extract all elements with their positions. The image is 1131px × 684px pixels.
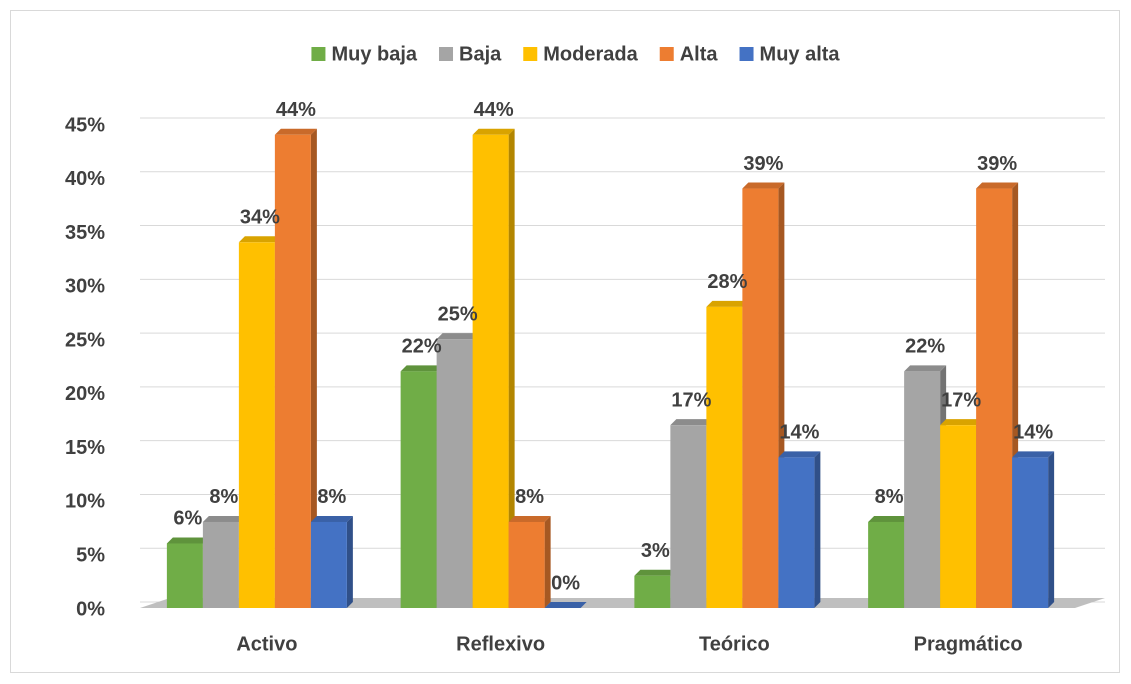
legend-label: Moderada bbox=[543, 43, 638, 65]
bar bbox=[904, 371, 941, 608]
bar bbox=[508, 521, 545, 608]
y-tick-label: 15% bbox=[65, 437, 105, 459]
data-label: 34% bbox=[240, 207, 280, 229]
bar-top bbox=[544, 602, 587, 608]
floor bbox=[140, 598, 1105, 608]
x-tick-label: Teórico bbox=[699, 633, 770, 655]
bar-side bbox=[508, 128, 515, 608]
legend-swatch bbox=[739, 47, 754, 61]
data-label: 14% bbox=[1013, 422, 1053, 444]
data-label: 22% bbox=[402, 336, 442, 358]
data-label: 39% bbox=[977, 153, 1017, 175]
data-label: 44% bbox=[276, 99, 316, 121]
data-label: 44% bbox=[474, 99, 514, 121]
y-tick-label: 45% bbox=[65, 114, 105, 136]
legend-label: Alta bbox=[680, 43, 719, 65]
data-label: 28% bbox=[707, 271, 747, 293]
bar bbox=[670, 425, 707, 608]
data-label: 0% bbox=[551, 572, 580, 594]
y-tick-label: 35% bbox=[65, 222, 105, 244]
y-tick-label: 25% bbox=[65, 329, 105, 351]
data-label: 8% bbox=[317, 486, 346, 508]
legend-item: Muy alta bbox=[739, 43, 841, 65]
bar bbox=[976, 188, 1013, 609]
bar-top bbox=[202, 515, 245, 522]
data-label: 39% bbox=[743, 153, 783, 175]
bar-side bbox=[544, 515, 551, 608]
x-tick-label: Activo bbox=[236, 633, 297, 655]
bar bbox=[274, 134, 311, 608]
legend-item: Alta bbox=[659, 43, 719, 65]
data-label: 17% bbox=[941, 389, 981, 411]
bar-top bbox=[634, 569, 677, 576]
y-tick-label: 30% bbox=[65, 276, 105, 298]
bar bbox=[238, 242, 275, 609]
bar-top bbox=[1012, 451, 1055, 458]
bar bbox=[742, 188, 779, 609]
bar-top bbox=[400, 365, 443, 372]
bar-top bbox=[436, 333, 479, 340]
bar-top bbox=[976, 182, 1019, 189]
legend-swatch bbox=[311, 47, 326, 61]
bar-side bbox=[310, 128, 317, 608]
bar bbox=[166, 543, 203, 608]
legend-label: Muy baja bbox=[331, 43, 417, 65]
x-tick-label: Pragmático bbox=[914, 633, 1023, 655]
y-tick-label: 5% bbox=[76, 545, 105, 567]
bar-top bbox=[742, 182, 785, 189]
bar-top bbox=[778, 451, 821, 458]
data-label: 14% bbox=[779, 422, 819, 444]
bar-side bbox=[814, 451, 821, 608]
bar-top bbox=[166, 537, 209, 544]
bar-side bbox=[1048, 451, 1055, 608]
legend-item: Muy baja bbox=[311, 43, 418, 65]
bar bbox=[868, 521, 905, 608]
data-label: 17% bbox=[671, 389, 711, 411]
legend-swatch bbox=[659, 47, 674, 61]
bar-top bbox=[706, 300, 749, 307]
legend-item: Baja bbox=[439, 43, 502, 65]
y-tick-label: 10% bbox=[65, 491, 105, 513]
y-tick-label: 0% bbox=[76, 598, 105, 620]
y-tick-label: 40% bbox=[65, 168, 105, 190]
bar bbox=[940, 425, 977, 608]
bar bbox=[436, 339, 473, 608]
legend-label: Baja bbox=[459, 43, 502, 65]
bar bbox=[778, 457, 815, 608]
bar-top bbox=[508, 515, 551, 522]
bar bbox=[1012, 457, 1049, 608]
bar-side bbox=[346, 515, 353, 608]
bar bbox=[310, 521, 347, 608]
bar-top bbox=[904, 365, 947, 372]
data-label: 22% bbox=[905, 336, 945, 358]
legend-item: Moderada bbox=[523, 43, 639, 65]
bar-top bbox=[238, 236, 281, 243]
data-label: 8% bbox=[209, 486, 238, 508]
bar bbox=[706, 306, 743, 608]
data-label: 25% bbox=[438, 303, 478, 325]
data-label: 6% bbox=[173, 508, 202, 530]
bar bbox=[634, 575, 671, 608]
bar bbox=[202, 521, 239, 608]
legend-label: Muy alta bbox=[760, 43, 841, 65]
bar-top bbox=[670, 419, 713, 426]
x-tick-label: Reflexivo bbox=[456, 633, 545, 655]
bar-top bbox=[868, 515, 911, 522]
legend-swatch bbox=[439, 47, 454, 61]
data-label: 8% bbox=[515, 486, 544, 508]
bar-top bbox=[310, 515, 353, 522]
bar bbox=[472, 134, 509, 608]
bar-top bbox=[472, 128, 515, 135]
y-tick-label: 20% bbox=[65, 383, 105, 405]
data-label: 8% bbox=[875, 486, 904, 508]
data-label: 3% bbox=[641, 540, 670, 562]
bar-top bbox=[274, 128, 317, 135]
bar bbox=[400, 371, 437, 608]
bar-top bbox=[940, 419, 983, 426]
legend-swatch bbox=[523, 47, 538, 61]
